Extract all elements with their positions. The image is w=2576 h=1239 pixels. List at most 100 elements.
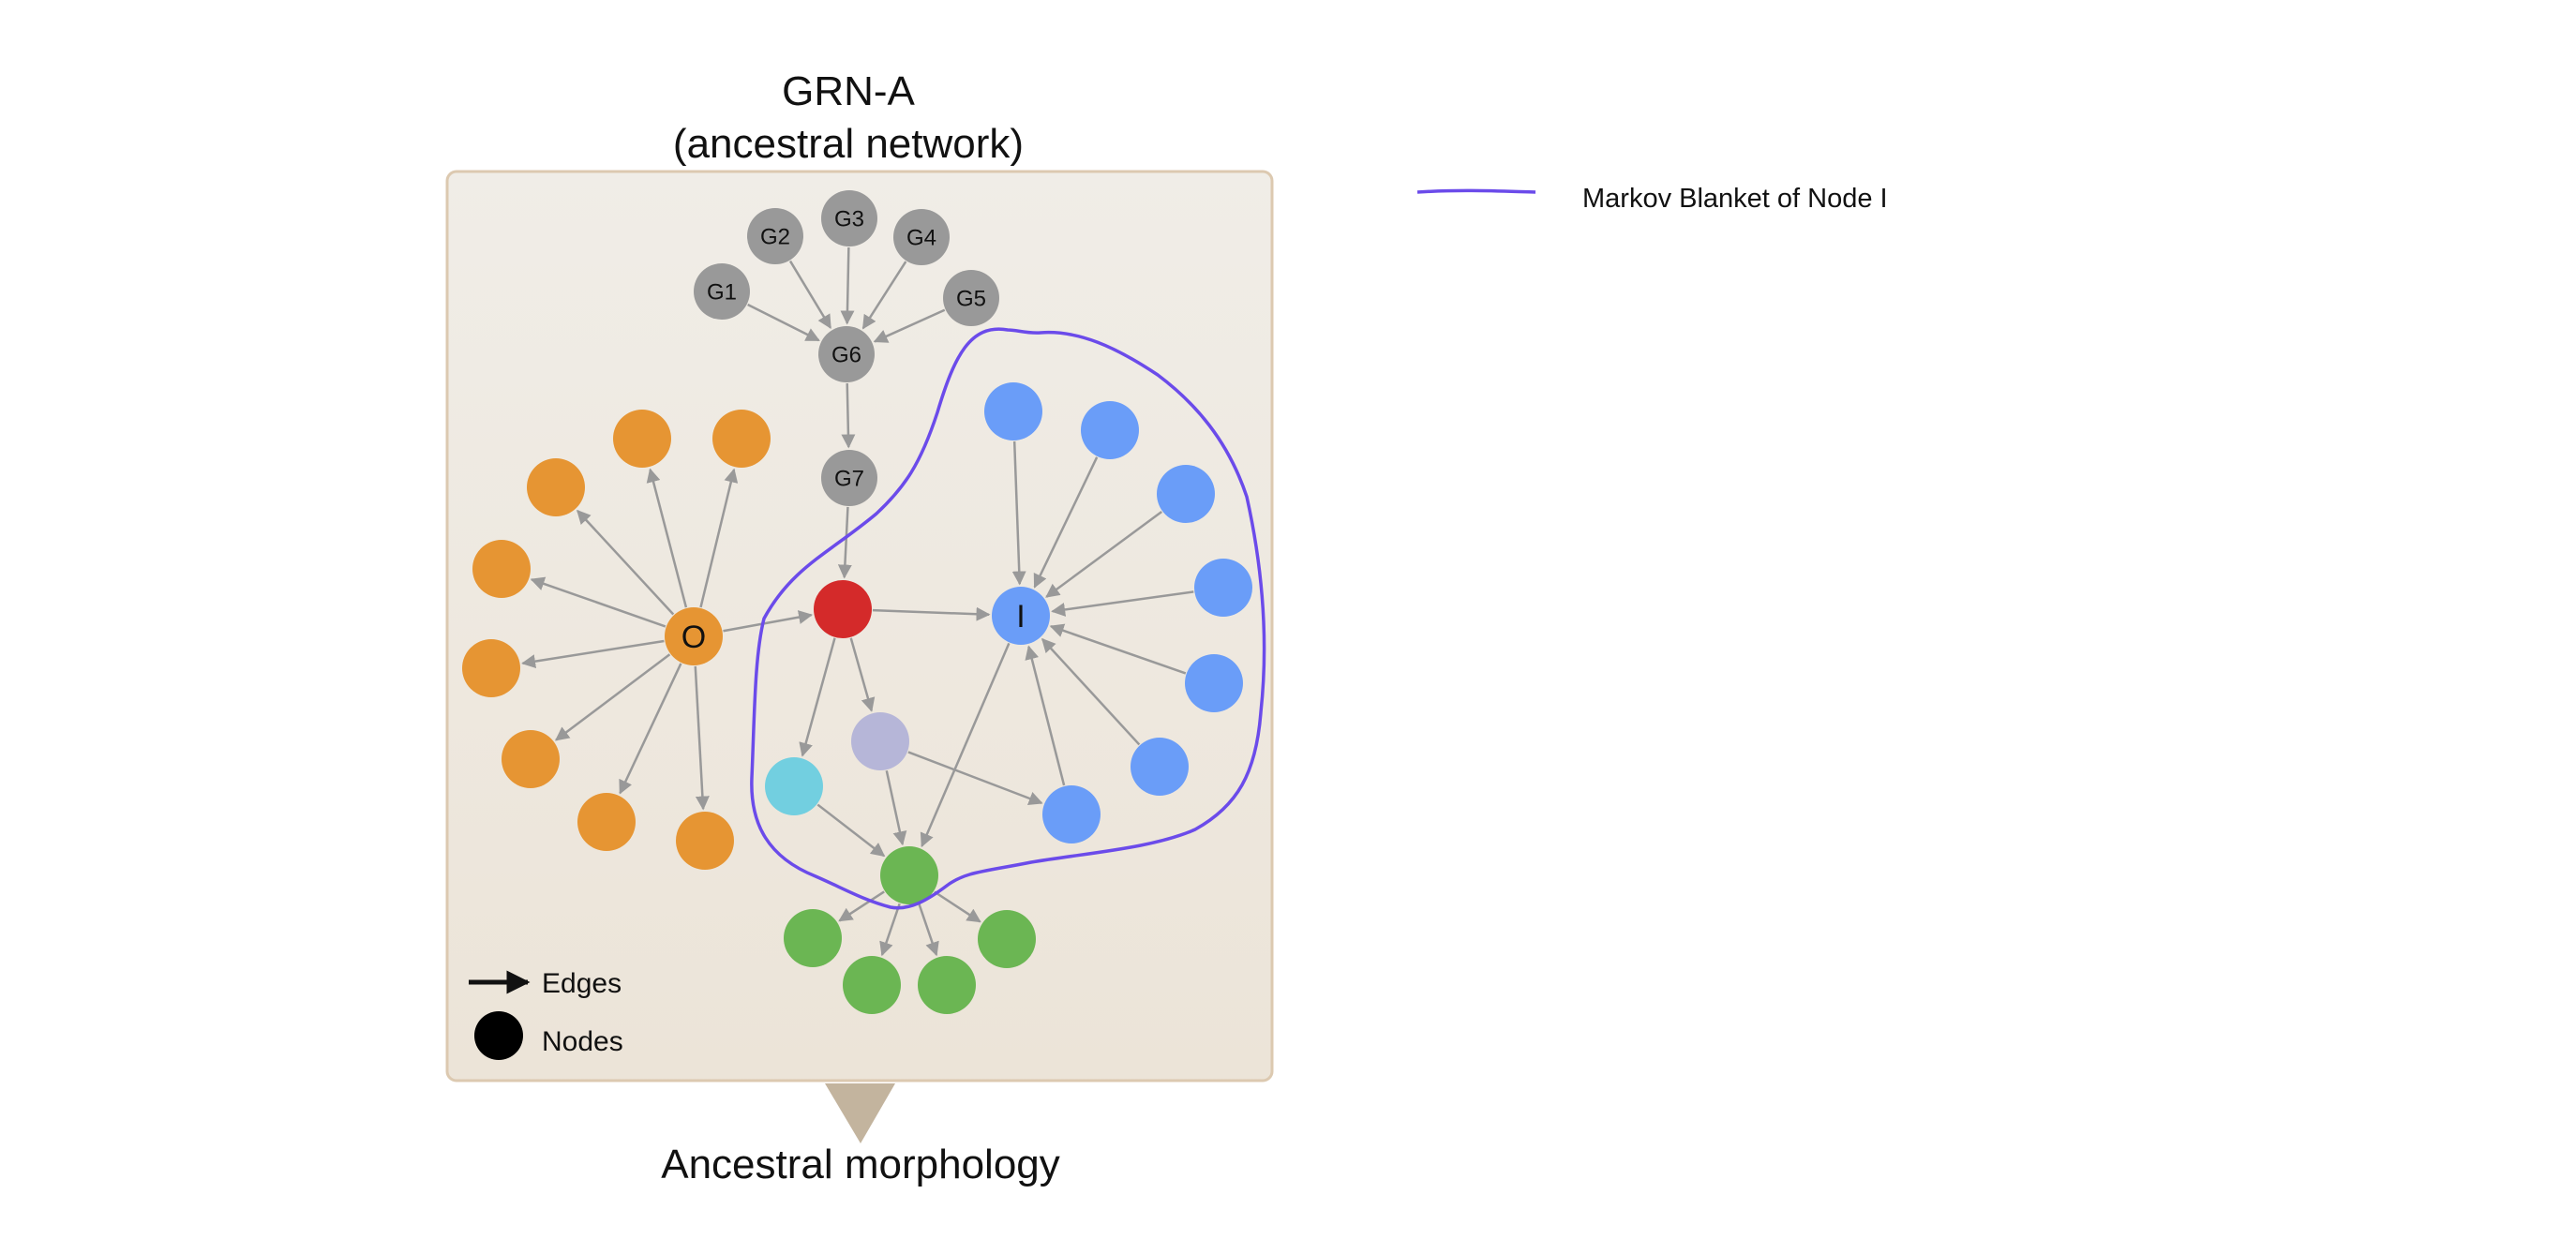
node-o3-circle [527, 458, 585, 516]
edge-gc-to-gr2 [879, 903, 901, 957]
markov-legend-line [1416, 188, 1536, 194]
panel-pointer [825, 1083, 895, 1143]
node-g3: G3 [821, 190, 877, 246]
node-b6 [1131, 738, 1189, 796]
node-b3 [1157, 465, 1215, 523]
node-g1-circle [694, 263, 750, 320]
node-b5 [1185, 654, 1243, 712]
node-b6-circle [1131, 738, 1189, 796]
node-g3-label: G3 [834, 207, 864, 232]
edge-gc-to-gr1 [838, 890, 885, 922]
edge-red-to-lav [849, 637, 876, 712]
node-g5: G5 [943, 270, 999, 326]
node-o8-circle [676, 812, 734, 870]
nodes-legend-label: Nodes [542, 1026, 623, 1057]
node-gr2-circle [843, 956, 901, 1014]
edge-red-to-i [872, 606, 991, 621]
node-g7: G7 [821, 450, 877, 506]
edge-lav-to-b7 [907, 751, 1043, 806]
node-b5-circle [1185, 654, 1243, 712]
edge-o-to-o6 [554, 653, 671, 741]
node-o-circle [665, 607, 723, 665]
node-g4: G4 [893, 209, 950, 265]
node-cyan [765, 757, 823, 815]
nodes-legend-dot [474, 1011, 523, 1060]
markov-blanket-outline [750, 327, 1266, 910]
markov-legend-label: Markov Blanket of Node I [1582, 184, 1888, 214]
node-i-label: I [1016, 599, 1025, 634]
node-b2-circle [1081, 401, 1139, 459]
node-o1-circle [613, 410, 671, 468]
node-gr3-circle [918, 956, 976, 1014]
node-gr4-circle [978, 910, 1036, 968]
node-red [814, 580, 872, 638]
edge-g6-to-g7 [841, 382, 856, 449]
node-o3 [527, 458, 585, 516]
node-lav [851, 712, 909, 770]
edge-o-to-o3 [577, 509, 675, 616]
node-gr2 [843, 956, 901, 1014]
edge-red-to-cyan [799, 637, 836, 757]
edge-b5-to-i [1049, 623, 1187, 675]
edge-b6-to-i [1041, 637, 1141, 746]
nodes-group: G1 G2 G3 G4 G5 G6 G7 O I [462, 190, 1252, 1014]
node-g5-circle [943, 270, 999, 326]
node-gr1-circle [784, 909, 842, 967]
node-gc [880, 846, 938, 904]
node-o: O [665, 607, 723, 665]
node-lav-circle [851, 712, 909, 770]
node-o7 [577, 793, 636, 851]
node-g6: G6 [818, 326, 875, 382]
edge-cyan-to-gc [816, 803, 886, 858]
node-b7 [1042, 785, 1101, 843]
node-gr4 [978, 910, 1036, 968]
edge-b3-to-i [1045, 511, 1163, 598]
node-g7-circle [821, 450, 877, 506]
node-i: I [992, 587, 1050, 645]
node-g2-circle [747, 208, 803, 264]
edge-o-to-o4 [530, 576, 666, 628]
edge-o-to-o8 [694, 665, 710, 811]
node-g6-label: G6 [831, 343, 861, 368]
node-o6 [502, 730, 560, 788]
node-g4-circle [893, 209, 950, 265]
node-gr1 [784, 909, 842, 967]
edge-b7-to-i [1025, 645, 1066, 786]
morphology-caption: Ancestral morphology [661, 1142, 1060, 1187]
edge-gc-to-gr4 [934, 890, 981, 923]
node-red-circle [814, 580, 872, 638]
diagram-title-line1: GRN-A [782, 68, 915, 114]
node-o5-circle [462, 639, 520, 697]
node-o7-circle [577, 793, 636, 851]
node-g6-circle [818, 326, 875, 382]
edge-gc-to-gr3 [918, 903, 939, 957]
edges-legend-label: Edges [542, 968, 622, 999]
edge-o-to-o2 [699, 468, 739, 608]
edge-b4-to-i [1051, 590, 1194, 617]
node-g1-label: G1 [707, 280, 737, 306]
node-g2: G2 [747, 208, 803, 264]
node-b2 [1081, 401, 1139, 459]
node-o4 [472, 540, 531, 598]
node-gc-circle [880, 846, 938, 904]
node-i-circle [992, 587, 1050, 645]
edge-g4-to-g6 [861, 261, 907, 330]
edge-o-to-o5 [521, 639, 665, 669]
edge-b1-to-i [1011, 440, 1026, 586]
node-o2 [712, 410, 771, 468]
diagram-title-line2: (ancestral network) [673, 121, 1024, 167]
edge-g7-to-red [837, 506, 852, 579]
node-o5 [462, 639, 520, 697]
node-o6-circle [502, 730, 560, 788]
node-g1: G1 [694, 263, 750, 320]
node-b4 [1194, 559, 1252, 617]
node-b3-circle [1157, 465, 1215, 523]
node-b7-circle [1042, 785, 1101, 843]
node-g4-label: G4 [906, 226, 936, 251]
edge-o-to-o1 [646, 468, 688, 608]
edge-o-to-o7 [619, 663, 682, 795]
node-b4-circle [1194, 559, 1252, 617]
node-o1 [613, 410, 671, 468]
node-g2-label: G2 [760, 225, 790, 250]
